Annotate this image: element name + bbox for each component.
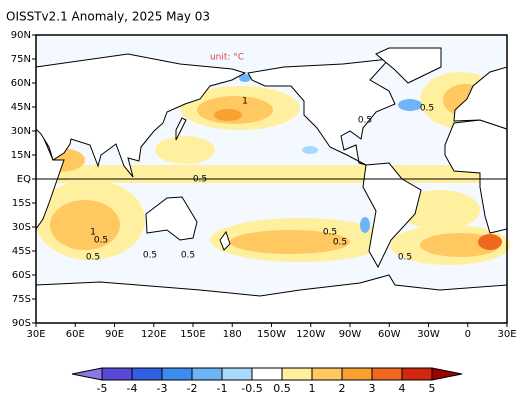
contour-label: 0.5 (333, 238, 347, 248)
lat-label: 90S (12, 318, 31, 329)
unit-label: unit: °C (210, 53, 244, 63)
colorbar-label: -3 (157, 382, 168, 395)
lon-label: 30E (26, 329, 45, 340)
land (35, 47, 508, 324)
colorbar-label: -5 (97, 382, 108, 395)
lat-label: 15S (12, 198, 31, 209)
contour-label: 0.5 (358, 116, 372, 126)
contour-label: 0.5 (193, 175, 207, 185)
contour-label: 0.5 (420, 104, 434, 114)
colorbar-label: 4 (399, 382, 406, 395)
contour-label: 0.5 (398, 253, 412, 263)
lon-label: 60W (378, 329, 401, 340)
contour-label: 0.5 (94, 236, 108, 246)
colorbar-swatch (191, 367, 223, 381)
colorbar-swatch (251, 367, 283, 381)
lon-label: 30E (497, 329, 516, 340)
lon-label: 180 (223, 329, 242, 340)
colorbar-swatch (401, 367, 433, 381)
lon-label: 0 (465, 329, 471, 340)
lat-label: 45S (12, 246, 31, 257)
lat-label: 90N (11, 30, 31, 41)
lon-label: 150W (257, 329, 286, 340)
lat-label: 30S (12, 222, 31, 233)
contour-label: 0.5 (323, 228, 337, 238)
contour-label: 1 (90, 228, 96, 238)
lat-label: 60N (11, 78, 31, 89)
colorbar-swatch (101, 367, 133, 381)
colorbar-label: -2 (187, 382, 198, 395)
lon-label: 150E (180, 329, 205, 340)
lat-label: 15N (11, 150, 31, 161)
lon-label: 60E (66, 329, 85, 340)
contour-label: 0.5 (143, 251, 157, 261)
map-title: OISSTv2.1 Anomaly, 2025 May 03 (6, 10, 210, 24)
colorbar-swatch (131, 367, 163, 381)
colorbar-swatch (281, 367, 313, 381)
lon-label: 90W (339, 329, 362, 340)
contour-label: 1 (242, 97, 248, 107)
lon-label: 30W (417, 329, 440, 340)
colorbar-swatch (221, 367, 253, 381)
dynamic-layer: 90N75N60N45N30N15NEQ15S30S45S60S75S90S30… (11, 30, 517, 395)
colorbar-label: 3 (369, 382, 376, 395)
colorbar-label: 0.5 (273, 382, 291, 395)
lat-label: 45N (11, 102, 31, 113)
lat-label: EQ (17, 174, 31, 185)
lon-label: 120E (141, 329, 166, 340)
lat-label: 60S (12, 270, 31, 281)
colorbar-high-arrow (431, 367, 463, 381)
colorbar-swatch (161, 367, 193, 381)
lat-label: 30N (11, 126, 31, 137)
colorbar-swatch (371, 367, 403, 381)
colorbar-swatch (311, 367, 343, 381)
colorbar-label: 1 (309, 382, 316, 395)
contour-label: 0.5 (86, 253, 100, 263)
colorbar-label: -4 (127, 382, 138, 395)
lat-label: 75N (11, 54, 31, 65)
colorbar-swatch (341, 367, 373, 381)
colorbar-label: 2 (339, 382, 346, 395)
lat-label: 75S (12, 294, 31, 305)
colorbar-low-arrow (71, 367, 103, 381)
colorbar-label: 5 (429, 382, 436, 395)
lon-label: 120W (296, 329, 325, 340)
contour-label: 0.5 (181, 251, 195, 261)
colorbar-label: -1 (217, 382, 228, 395)
colorbar-label: -0.5 (241, 382, 262, 395)
lon-label: 90E (105, 329, 124, 340)
